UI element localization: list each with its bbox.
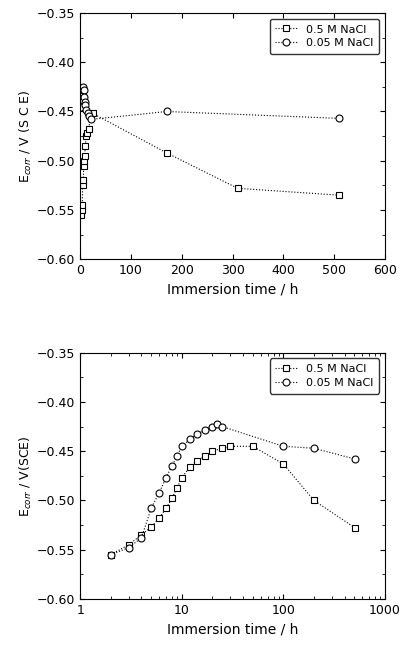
X-axis label: Immersion time / h: Immersion time / h	[167, 622, 298, 636]
0.5 M NaCl	[91, 109, 95, 117]
0.05 M NaCl	[194, 430, 199, 438]
Y-axis label: E$_{corr}$ / V (S C E): E$_{corr}$ / V (S C E)	[18, 89, 34, 183]
0.5 M NaCl	[220, 445, 225, 452]
0.5 M NaCl	[139, 531, 144, 539]
0.5 M NaCl	[81, 161, 86, 169]
0.05 M NaCl	[179, 443, 184, 450]
0.05 M NaCl	[80, 86, 85, 94]
Line: 0.05 M NaCl: 0.05 M NaCl	[107, 420, 359, 558]
0.5 M NaCl	[88, 113, 93, 120]
0.05 M NaCl	[214, 420, 219, 428]
0.05 M NaCl	[84, 105, 89, 113]
0.5 M NaCl	[80, 182, 85, 189]
0.5 M NaCl	[149, 523, 154, 531]
0.05 M NaCl	[89, 115, 94, 123]
0.05 M NaCl	[210, 422, 215, 430]
0.05 M NaCl	[353, 455, 358, 463]
0.05 M NaCl	[170, 462, 174, 470]
Line: 0.05 M NaCl: 0.05 M NaCl	[78, 83, 343, 123]
0.05 M NaCl	[187, 436, 192, 443]
0.05 M NaCl	[80, 90, 85, 98]
Line: 0.5 M NaCl: 0.5 M NaCl	[77, 110, 343, 218]
Legend: 0.5 M NaCl, 0.05 M NaCl: 0.5 M NaCl, 0.05 M NaCl	[270, 19, 379, 54]
0.05 M NaCl	[157, 489, 162, 497]
0.5 M NaCl	[337, 191, 342, 199]
0.5 M NaCl	[170, 495, 174, 503]
0.5 M NaCl	[203, 452, 208, 460]
0.05 M NaCl	[81, 83, 86, 90]
Y-axis label: E$_{corr}$ / V(SCE): E$_{corr}$ / V(SCE)	[18, 435, 34, 517]
0.05 M NaCl	[81, 86, 86, 94]
0.05 M NaCl	[85, 109, 90, 117]
0.05 M NaCl	[203, 426, 208, 434]
0.5 M NaCl	[82, 152, 87, 159]
0.05 M NaCl	[87, 113, 92, 120]
0.5 M NaCl	[164, 505, 168, 512]
0.05 M NaCl	[281, 443, 286, 450]
0.05 M NaCl	[79, 96, 84, 104]
0.5 M NaCl	[79, 206, 84, 214]
0.5 M NaCl	[79, 211, 84, 219]
0.5 M NaCl	[78, 201, 83, 209]
0.05 M NaCl	[79, 103, 84, 111]
0.5 M NaCl	[126, 541, 131, 549]
0.5 M NaCl	[175, 484, 180, 492]
0.5 M NaCl	[157, 514, 162, 522]
0.5 M NaCl	[312, 497, 316, 505]
0.5 M NaCl	[80, 201, 85, 209]
0.5 M NaCl	[228, 443, 233, 450]
0.5 M NaCl	[108, 551, 113, 559]
0.05 M NaCl	[312, 445, 316, 452]
0.05 M NaCl	[164, 474, 168, 482]
0.5 M NaCl	[164, 149, 169, 157]
0.5 M NaCl	[81, 176, 86, 184]
0.5 M NaCl	[85, 130, 90, 137]
Legend: 0.5 M NaCl, 0.05 M NaCl: 0.5 M NaCl, 0.05 M NaCl	[270, 358, 379, 394]
0.05 M NaCl	[126, 544, 131, 551]
0.5 M NaCl	[83, 142, 88, 150]
0.05 M NaCl	[337, 115, 342, 122]
0.5 M NaCl	[250, 443, 255, 450]
0.5 M NaCl	[87, 125, 91, 133]
0.5 M NaCl	[353, 524, 358, 532]
0.05 M NaCl	[220, 422, 225, 430]
0.05 M NaCl	[139, 534, 144, 542]
0.5 M NaCl	[210, 447, 215, 455]
0.05 M NaCl	[175, 452, 180, 460]
0.05 M NaCl	[108, 551, 113, 559]
0.05 M NaCl	[83, 101, 88, 109]
0.5 M NaCl	[281, 460, 286, 468]
0.05 M NaCl	[164, 107, 169, 115]
0.05 M NaCl	[82, 93, 87, 101]
0.05 M NaCl	[82, 98, 87, 105]
0.5 M NaCl	[187, 463, 192, 471]
0.5 M NaCl	[179, 474, 184, 482]
Line: 0.5 M NaCl: 0.5 M NaCl	[107, 443, 359, 558]
0.5 M NaCl	[84, 132, 89, 140]
0.5 M NaCl	[194, 457, 199, 465]
0.05 M NaCl	[149, 505, 154, 512]
0.5 M NaCl	[82, 157, 87, 165]
X-axis label: Immersion time / h: Immersion time / h	[167, 283, 298, 297]
0.5 M NaCl	[235, 184, 240, 192]
